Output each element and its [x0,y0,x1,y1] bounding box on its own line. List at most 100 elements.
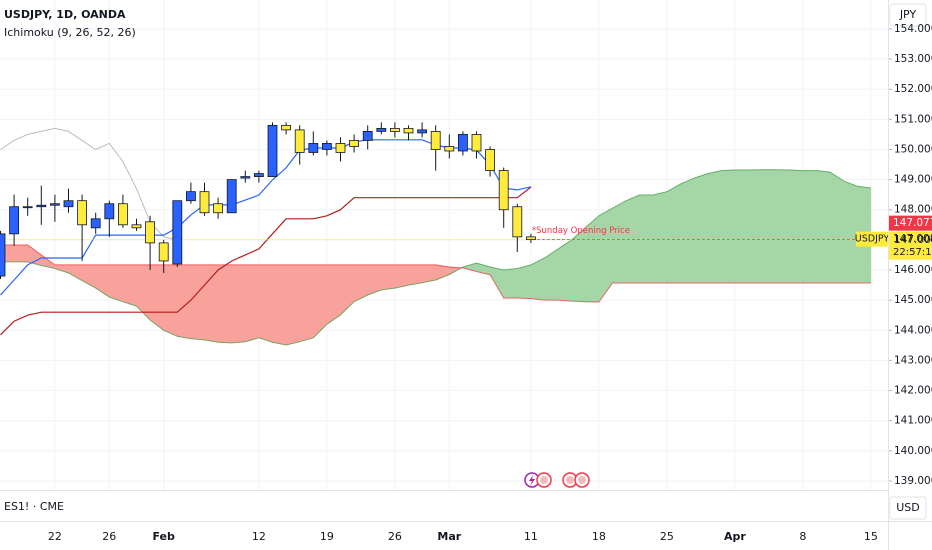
candle-body [90,218,101,229]
currency-bottom: USD [896,501,920,514]
candle-body [131,224,142,229]
candle-body [349,140,360,147]
y-tick-label: 147.000 [894,234,932,246]
cloud-segment [204,264,219,343]
candle-body [444,146,455,152]
cloud-segment [666,183,681,284]
candle-body [145,221,156,244]
cloud-segment [231,264,246,344]
cloud-segment [788,169,804,284]
cloud-segment [720,169,736,284]
cloud-segment [109,264,124,303]
x-tick-label: 12 [252,530,266,543]
cloud-segment [761,169,777,284]
x-tick-label: 26 [388,530,402,543]
cloud-segment [380,264,396,291]
cloud-segment [503,268,518,299]
candle-body [63,200,74,208]
secondary-symbol[interactable]: ES1! · CME [4,500,64,513]
candle-body [0,233,6,277]
currency-box[interactable] [889,496,927,520]
candle-body [77,200,87,226]
y-tick-label: 149.000 [894,174,932,186]
indicator-line [0,169,871,346]
cloud-segment [190,264,205,341]
symbol-title: USDJPY, 1D, OANDA [4,8,126,21]
x-tick-label: 18 [592,530,606,543]
candle-body [213,203,224,214]
y-tick-label: 148.000 [894,204,932,216]
candle-body [389,127,400,132]
cloud-segment [707,170,722,284]
currency-box[interactable] [889,3,927,27]
candle-body [22,206,33,209]
event-icon-glyph [566,476,574,484]
candle-body [498,170,509,211]
indicator-line [0,127,178,241]
cloud-segment [612,200,627,284]
cloud-segment [122,264,137,307]
candle-body [172,200,183,265]
candle-body [512,206,523,238]
candle-body [457,134,468,152]
x-tick-label: 19 [320,530,334,543]
cloud-segment [272,264,287,346]
cloud-segment [245,264,260,343]
cloud-segment [639,194,654,284]
candle-body [199,191,210,214]
annotation: *Sunday Opening Price [532,226,630,236]
y-tick-label: 145.000 [894,294,932,306]
y-tick-label: 153.000 [894,53,932,65]
indicator-line [0,186,532,336]
candles [0,122,536,280]
event-icons[interactable] [524,472,590,488]
cloud-segment [299,264,314,343]
candle-body [308,143,319,153]
candle-body [335,143,346,153]
cloud-segment [217,264,232,344]
candle-body [430,130,441,150]
candle-body [376,127,387,132]
overlay: *Sunday Opening Price 147.008 22:57:13USDJ… [532,215,932,260]
candle-body [158,242,169,262]
candle-body [294,129,305,153]
indicator-title: Ichimoku (9, 26, 52, 26) [4,26,136,39]
candle-body [267,124,278,177]
candle-body [362,130,373,141]
cloud-segment [326,264,341,325]
candle-body [50,203,60,206]
candle-body [118,203,128,226]
y-tick-label: 144.000 [894,324,932,336]
last-price-label: 147.008 [893,233,932,245]
candle-body [281,124,292,131]
cloud-segment [843,180,858,284]
indicator-lines [0,127,888,346]
candle-body [240,176,251,179]
cloud-segment [163,264,178,337]
last-price-box [889,231,932,260]
cloud-segment [285,264,301,346]
cloud-segment [734,169,749,284]
cloud-segment [394,264,409,289]
y-tick-label: 143.000 [894,354,932,366]
x-tick-label: 15 [864,530,878,543]
x-tick-label: Mar [437,530,461,543]
x-tick-label: 26 [102,530,116,543]
y-tick-label: 141.000 [894,415,932,427]
cloud-segment [693,173,709,284]
candle-body [417,129,428,134]
y-tick-label: 150.000 [894,143,932,155]
candle-body [471,134,482,152]
y-tick-label: 140.000 [894,445,932,457]
candle-body [104,203,115,220]
currency-top: JPY [899,8,917,21]
cloud-segment [625,194,641,284]
candle-body [185,191,196,202]
symbol-tag: USDJPY [855,234,890,245]
cloud-segment [408,264,423,286]
cloud-segment [557,239,573,302]
x-tick-label: 11 [524,530,538,543]
x-tick-label: 25 [660,530,674,543]
y-tick-label: 142.000 [894,385,932,397]
